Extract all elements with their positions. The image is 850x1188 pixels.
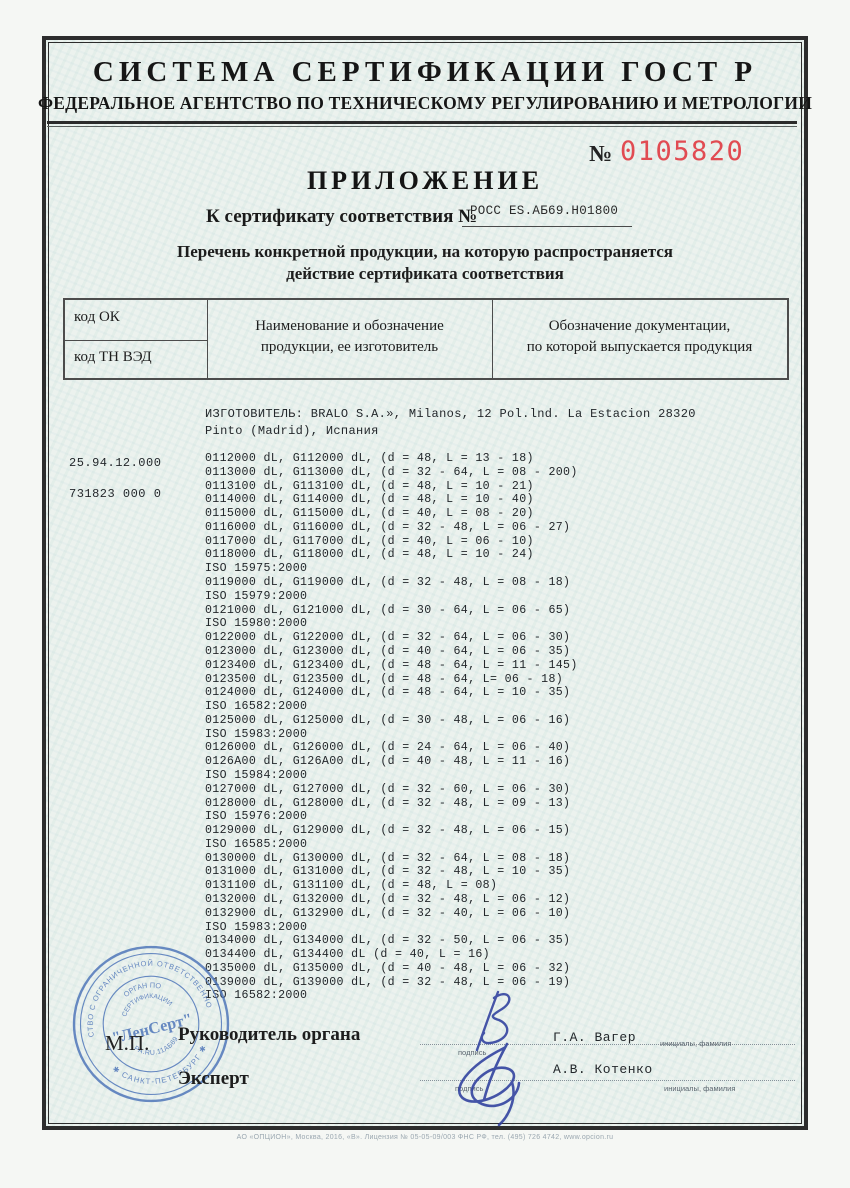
table-code-cell-divider bbox=[65, 340, 207, 341]
stamp-outer-ring bbox=[72, 945, 230, 1103]
expert-signature-caption: подпись bbox=[455, 1084, 484, 1093]
stamp-place-label: М.П. bbox=[105, 1031, 150, 1055]
column-header-code-tnved: код ТН ВЭД bbox=[74, 349, 152, 365]
head-signature-caption: подпись bbox=[458, 1048, 487, 1057]
table-vertical-divider-2 bbox=[492, 300, 493, 378]
table-vertical-divider-1 bbox=[207, 300, 208, 378]
expert-name: А.В. Котенко bbox=[553, 1062, 653, 1077]
product-list-subtitle-line1: Перечень конкретной продукции, на котору… bbox=[176, 242, 674, 261]
expert-label: Эксперт bbox=[178, 1068, 249, 1089]
product-list-subtitle-line2: действие сертификата соответствия bbox=[286, 264, 564, 283]
expert-signature-line bbox=[420, 1080, 795, 1081]
column-header-documentation-line2: по которой выпускается продукция bbox=[526, 339, 753, 355]
column-header-documentation: Обозначение документации, по которой вып… bbox=[492, 316, 787, 358]
certification-system-title: СИСТЕМА СЕРТИФИКАЦИИ ГОСТ Р bbox=[92, 56, 758, 88]
head-signature-line bbox=[420, 1044, 795, 1045]
head-name: Г.А. Вагер bbox=[553, 1030, 637, 1045]
product-table-header: код ОК код ТН ВЭД Наименование и обознач… bbox=[63, 298, 789, 380]
column-header-product-line1: Наименование и обозначение bbox=[255, 318, 444, 334]
printer-imprint: АО «ОПЦИОН», Москва, 2016, «В». Лицензия… bbox=[236, 1134, 614, 1141]
code-ok-value: 25.94.12.000 bbox=[69, 456, 162, 470]
document-frame-inner-line bbox=[48, 42, 802, 1124]
certificate-reference-label: К сертификату соответствия № bbox=[206, 206, 478, 227]
certificate-number-underline bbox=[462, 226, 632, 227]
column-header-code-ok: код ОК bbox=[74, 309, 120, 325]
column-header-product-line2: продукции, ее изготовитель bbox=[260, 339, 439, 355]
expert-signature-ink bbox=[458, 1042, 521, 1127]
column-header-product: Наименование и обозначение продукции, ее… bbox=[207, 316, 492, 358]
agency-title: ФЕДЕРАЛЬНОЕ АГЕНТСТВО ПО ТЕХНИЧЕСКОМУ РЕ… bbox=[37, 93, 813, 113]
head-of-body-label: Руководитель органа bbox=[178, 1024, 361, 1045]
handwritten-signatures bbox=[406, 986, 581, 1131]
certificate-number: РОСС ES.АБ69.Н01800 bbox=[470, 204, 619, 218]
stamp-inner-ring bbox=[102, 975, 200, 1073]
column-header-documentation-line1: Обозначение документации, bbox=[548, 318, 731, 334]
header-divider bbox=[47, 121, 797, 127]
product-list: 0112000 dL, G112000 dL, (d = 48, L = 13 … bbox=[205, 452, 578, 1003]
manufacturer-info: ИЗГОТОВИТЕЛЬ: BRALO S.A.», Milanos, 12 P… bbox=[205, 407, 696, 438]
document-title: ПРИЛОЖЕНИЕ bbox=[306, 166, 544, 195]
stamp-middle-ring bbox=[79, 952, 223, 1096]
head-name-caption: инициалы, фамилия bbox=[660, 1039, 732, 1048]
head-signature-ink bbox=[475, 990, 511, 1052]
document-frame bbox=[42, 36, 808, 1130]
form-number-sign: № bbox=[589, 141, 613, 166]
expert-name-caption: инициалы, фамилия bbox=[664, 1084, 736, 1093]
code-tnved-value: 731823 000 0 bbox=[69, 487, 162, 501]
form-number: 0105820 bbox=[620, 136, 745, 167]
